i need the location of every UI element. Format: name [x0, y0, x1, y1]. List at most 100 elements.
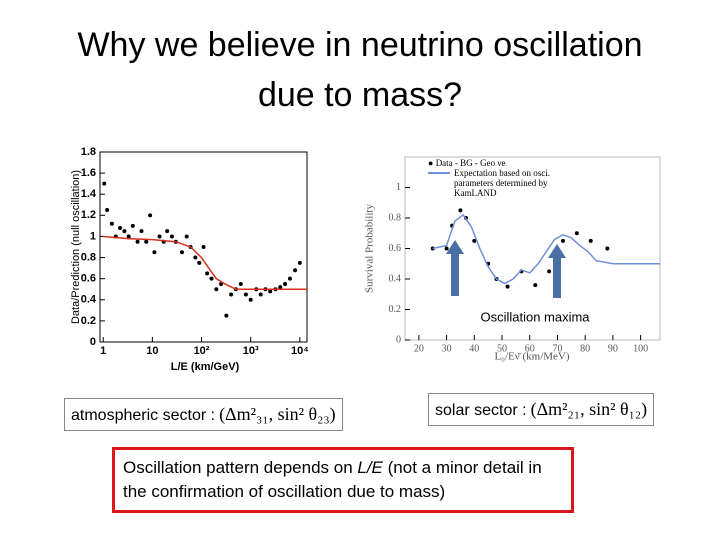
arrow	[548, 244, 566, 298]
x-tick-label: 80	[580, 343, 590, 354]
data-point	[224, 313, 229, 318]
data-point	[126, 234, 131, 239]
data-point	[157, 234, 162, 239]
x-tick-label: 70	[552, 343, 562, 354]
legend-label: Expectation based on osci. parameters de…	[454, 168, 550, 198]
y-tick-label: 1	[396, 182, 401, 193]
x-tick-label: 100	[633, 343, 648, 354]
series-line	[103, 235, 307, 290]
x-tick-label: 90	[608, 343, 618, 354]
data-point	[152, 250, 157, 255]
x-axis-label: L₀/Eν̄ (km/MeV)	[494, 351, 569, 363]
sector-box: atmospheric sector : (Δm²₃₁, sin² θ₂₃)	[64, 398, 343, 431]
y-tick-label: 1.4	[81, 188, 97, 200]
x-tick-label: 40	[469, 343, 479, 354]
y-axis-label: Data/Prediction (null oscillation)	[70, 170, 82, 324]
x-tick-label: 10²	[194, 345, 210, 357]
data-point	[243, 292, 248, 297]
y-tick-label: 0.4	[81, 294, 97, 306]
data-point	[135, 239, 140, 244]
data-point	[287, 276, 292, 281]
y-tick-label: 0.2	[389, 304, 402, 315]
legend-label: Data - BG - Geo νe	[435, 158, 506, 168]
y-tick-label: 0.6	[389, 243, 402, 254]
y-tick-label: 0.8	[81, 251, 96, 263]
formula: (Δm²₂₁, sin² θ₁₂)	[530, 399, 648, 419]
formula: (Δm²₃₁, sin² θ₂₃)	[219, 404, 336, 424]
data-point	[144, 239, 149, 244]
x-axis-label: L/E (km/GeV)	[171, 361, 240, 373]
data-point	[547, 269, 552, 274]
data-point	[109, 221, 114, 226]
y-tick-label: 1.2	[81, 209, 96, 221]
data-point	[238, 281, 243, 286]
data-point	[283, 281, 288, 286]
data-point	[444, 246, 449, 251]
y-tick-label: 0.6	[81, 273, 96, 285]
x-tick-label: 50	[497, 343, 507, 354]
data-point	[533, 283, 538, 288]
x-tick-label: 20	[414, 343, 424, 354]
y-tick-label: 0.4	[389, 273, 402, 284]
data-point	[505, 284, 510, 289]
sector-box: solar sector : (Δm²₂₁, sin² θ₁₂)	[428, 393, 655, 426]
data-point	[278, 285, 283, 290]
data-point	[197, 260, 202, 265]
data-point	[560, 238, 565, 243]
x-tick-label: 1	[100, 345, 106, 357]
plot-frame	[99, 151, 308, 343]
data-point	[472, 238, 477, 243]
data-point	[139, 229, 144, 234]
y-tick-label: 0.8	[389, 212, 402, 223]
x-tick-label: 10³	[243, 345, 259, 357]
data-point	[193, 255, 198, 260]
slide-title: Why we believe in neutrino oscillation d…	[77, 26, 643, 114]
series-line	[432, 213, 660, 285]
data-point	[201, 245, 206, 249]
y-tick-label: 0	[90, 336, 96, 348]
data-point	[209, 276, 214, 281]
note-emphasis: L/E	[357, 458, 383, 477]
annotation: Oscillation maxima	[480, 309, 590, 324]
data-point	[248, 297, 253, 302]
x-tick-label: 10⁴	[291, 345, 309, 357]
data-point	[574, 231, 579, 236]
data-point	[184, 234, 189, 239]
data-point	[130, 223, 135, 228]
y-tick-label: 1	[90, 230, 96, 242]
data-point	[268, 289, 273, 294]
legend-entry: Expectation based on osci. parameters de…	[428, 168, 584, 198]
data-point	[258, 292, 263, 297]
y-tick-label: 1.6	[81, 167, 96, 179]
data-point	[105, 208, 110, 213]
data-point	[214, 287, 219, 292]
sector-label: atmospheric sector :	[71, 407, 216, 424]
y-tick-label: 0	[396, 334, 401, 345]
data-point	[118, 226, 123, 230]
x-tick-label: 10	[146, 345, 158, 357]
data-point	[458, 208, 463, 213]
data-point	[165, 229, 170, 234]
note-text: (not a minor detail in the confirmation …	[123, 458, 542, 501]
data-point	[588, 238, 593, 243]
y-axis-label: Survival Probability	[364, 204, 376, 293]
data-point	[169, 234, 174, 239]
sector-label: solar sector :	[435, 402, 527, 419]
note-text: Oscillation pattern depends on	[123, 458, 358, 477]
data-point	[297, 260, 302, 265]
x-tick-label: 30	[442, 343, 452, 354]
legend: ● Data - BG - Geo νe Expectation based o…	[428, 158, 584, 198]
data-point	[605, 246, 610, 251]
data-point	[229, 292, 234, 297]
data-point	[102, 181, 107, 186]
data-point	[148, 213, 153, 218]
note: Oscillation pattern depends on L/E (not …	[112, 447, 574, 513]
y-tick-label: 1.8	[81, 146, 96, 158]
arrow	[446, 240, 464, 296]
y-tick-label: 0.2	[81, 315, 96, 327]
data-point	[205, 271, 210, 276]
data-point	[179, 250, 184, 255]
x-tick-label: 60	[525, 343, 535, 354]
